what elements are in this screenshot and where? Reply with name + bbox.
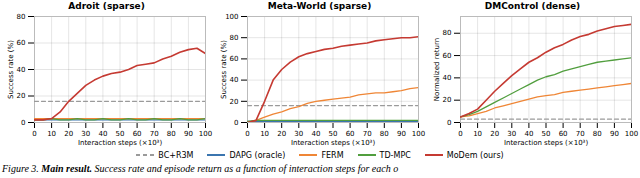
svg-text:30: 30	[81, 130, 90, 138]
svg-text:90: 90	[397, 130, 406, 138]
html-text:BC+R3M: BC+R3M	[158, 150, 194, 160]
svg-text:40: 40	[311, 130, 320, 138]
svg-text:30: 30	[294, 130, 303, 138]
svg-text:40: 40	[98, 130, 107, 138]
svg-text:20: 20	[277, 130, 286, 138]
html-text:Meta-World (sparse): Meta-World (sparse)	[267, 1, 372, 11]
svg-text:Interaction steps (×10³): Interaction steps (×10³)	[504, 139, 589, 147]
svg-text:40: 40	[17, 66, 26, 74]
svg-text:60: 60	[17, 39, 26, 47]
svg-text:0: 0	[447, 119, 451, 127]
svg-text:70: 70	[576, 130, 585, 138]
svg-text:80: 80	[593, 130, 602, 138]
svg-text:50: 50	[116, 130, 125, 138]
svg-text:40: 40	[524, 130, 533, 138]
svg-text:80: 80	[443, 29, 452, 37]
html-text:TD-MPC: TD-MPC	[379, 150, 411, 160]
svg-text:40: 40	[230, 76, 239, 84]
html-text:FERM: FERM	[321, 150, 344, 160]
svg-text:Normalized return: Normalized return	[433, 38, 441, 101]
svg-text:50: 50	[542, 130, 551, 138]
svg-text:90: 90	[610, 130, 619, 138]
svg-text:40: 40	[443, 74, 452, 82]
svg-text:80: 80	[380, 130, 389, 138]
svg-text:50: 50	[329, 130, 338, 138]
svg-text:70: 70	[363, 130, 372, 138]
svg-text:10: 10	[260, 130, 269, 138]
svg-text:100: 100	[625, 130, 638, 138]
svg-text:30: 30	[507, 130, 516, 138]
svg-text:20: 20	[230, 98, 239, 106]
svg-text:100: 100	[199, 130, 212, 138]
svg-text:60: 60	[346, 130, 355, 138]
svg-text:20: 20	[17, 92, 26, 100]
svg-text:60: 60	[559, 130, 568, 138]
html-text:DAPG (oracle): DAPG (oracle)	[229, 150, 286, 160]
svg-text:Interaction steps (×10³): Interaction steps (×10³)	[78, 139, 163, 147]
svg-text:60: 60	[230, 55, 239, 63]
svg-text:Success rate (%): Success rate (%)	[220, 40, 228, 99]
svg-text:70: 70	[150, 130, 159, 138]
svg-text:10: 10	[473, 130, 482, 138]
svg-text:20: 20	[64, 130, 73, 138]
svg-text:0: 0	[32, 130, 36, 138]
svg-text:0: 0	[245, 130, 249, 138]
svg-text:0: 0	[458, 130, 462, 138]
html-text:Adroit (sparse): Adroit (sparse)	[68, 1, 145, 11]
html-text:Figure 3. Main result. Success: Figure 3. Main result. Success rate and …	[2, 163, 399, 174]
svg-text:Success rate (%): Success rate (%)	[7, 40, 15, 99]
svg-text:Interaction steps (×10³): Interaction steps (×10³)	[291, 139, 376, 147]
svg-text:80: 80	[17, 13, 26, 21]
svg-text:80: 80	[167, 130, 176, 138]
html-text:MoDem (ours): MoDem (ours)	[446, 150, 504, 160]
svg-text:0: 0	[21, 119, 25, 127]
svg-text:20: 20	[490, 130, 499, 138]
svg-text:0: 0	[234, 119, 238, 127]
svg-text:60: 60	[443, 52, 452, 60]
svg-text:20: 20	[443, 96, 452, 104]
svg-text:100: 100	[225, 13, 238, 21]
svg-text:100: 100	[412, 130, 425, 138]
svg-text:60: 60	[133, 130, 142, 138]
svg-text:10: 10	[47, 130, 56, 138]
svg-text:80: 80	[230, 34, 239, 42]
html-text:DMControl (dense): DMControl (dense)	[484, 1, 581, 11]
svg-text:90: 90	[184, 130, 193, 138]
